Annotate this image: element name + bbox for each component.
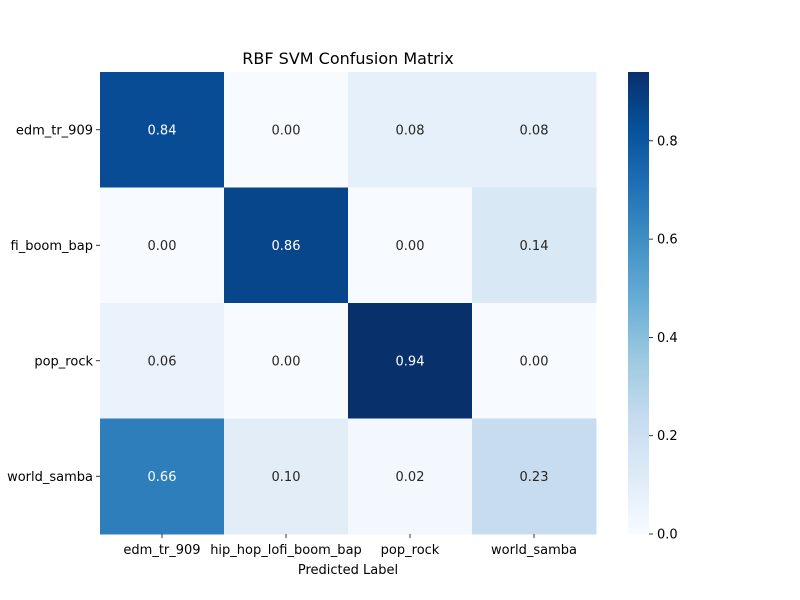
- x-tick-label: hip_hop_lofi_boom_bap: [210, 543, 362, 558]
- cell-value-label: 0.10: [272, 470, 301, 485]
- x-tick-label: pop_rock: [381, 543, 440, 558]
- cell-value-label: 0.23: [520, 470, 549, 485]
- heatmap-cell: [472, 187, 597, 304]
- heatmap-cell: [100, 418, 225, 535]
- y-tick-label: fi_boom_bap: [11, 239, 93, 254]
- cell-value-label: 0.66: [148, 470, 177, 485]
- cell-value-label: 0.00: [272, 123, 301, 138]
- cell-value-label: 0.00: [272, 354, 301, 369]
- colorbar-tick-label: 0.8: [657, 134, 678, 149]
- heatmap-cells: [100, 72, 597, 535]
- cell-value-label: 0.00: [396, 239, 425, 254]
- x-axis-label: Predicted Label: [298, 563, 398, 578]
- heatmap-cell: [224, 418, 349, 535]
- colorbar-tick-label: 0.4: [657, 331, 678, 346]
- heatmap-cell: [224, 72, 349, 188]
- cell-value-label: 0.00: [520, 354, 549, 369]
- heatmap-cell: [224, 187, 349, 304]
- colorbar-ticks: 0.0 0.2 0.4 0.6 0.8: [649, 134, 678, 543]
- x-tick-label: edm_tr_909: [123, 543, 200, 558]
- colorbar-tick-label: 0.0: [657, 528, 678, 543]
- cell-value-label: 0.06: [148, 354, 177, 369]
- heatmap-cell: [348, 72, 473, 188]
- heatmap-cell: [472, 418, 597, 535]
- cell-value-label: 0.08: [396, 123, 425, 138]
- cell-value-label: 0.14: [520, 239, 549, 254]
- heatmap-cell: [224, 303, 349, 419]
- cell-value-label: 0.08: [520, 123, 549, 138]
- y-tick-label: world_samba: [7, 470, 93, 485]
- heatmap-cell: [472, 72, 597, 188]
- heatmap-cell: [348, 303, 473, 419]
- colorbar-gradient: [628, 72, 649, 534]
- x-tick-label: world_samba: [491, 543, 577, 558]
- colorbar: [628, 72, 649, 534]
- heatmap-cell: [100, 72, 225, 188]
- cell-value-label: 0.84: [148, 123, 177, 138]
- colorbar-tick-label: 0.2: [657, 429, 678, 444]
- heatmap-cell-labels: 0.84 0.00 0.08 0.08 0.00 0.86 0.00 0.14 0.06 0.00…: [148, 123, 549, 485]
- heatmap-cell: [100, 303, 225, 419]
- heatmap-cell: [348, 418, 473, 535]
- heatmap-cell: [100, 187, 225, 304]
- colorbar-tick-label: 0.6: [657, 233, 678, 248]
- cell-value-label: 0.02: [396, 470, 425, 485]
- y-tick-label: edm_tr_909: [16, 123, 93, 138]
- y-axis-ticks: edm_tr_909 fi_boom_bap pop_rock world_samba: [7, 123, 100, 485]
- x-axis-ticks: edm_tr_909 hip_hop_lofi_boom_bap pop_rock w…: [123, 534, 577, 558]
- cell-value-label: 0.94: [396, 354, 425, 369]
- heatmap-cell: [348, 187, 473, 304]
- cell-value-label: 0.86: [272, 239, 301, 254]
- heatmap-cell: [472, 303, 597, 419]
- cell-value-label: 0.00: [148, 239, 177, 254]
- y-tick-label: pop_rock: [34, 354, 93, 369]
- chart-title: RBF SVM Confusion Matrix: [242, 49, 453, 68]
